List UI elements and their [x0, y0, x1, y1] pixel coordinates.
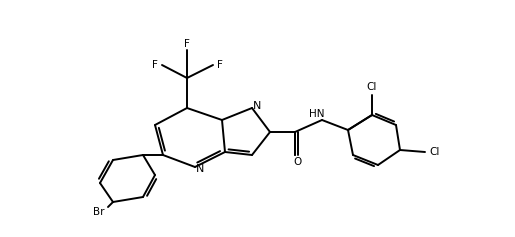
Text: F: F: [152, 60, 158, 70]
Text: HN: HN: [309, 109, 325, 119]
Text: F: F: [184, 39, 190, 49]
Text: N: N: [196, 164, 204, 174]
Text: Cl: Cl: [367, 82, 377, 92]
Text: O: O: [294, 157, 302, 167]
Text: Br: Br: [94, 207, 105, 217]
Text: F: F: [217, 60, 223, 70]
Text: N: N: [253, 101, 261, 111]
Text: Cl: Cl: [430, 147, 440, 157]
